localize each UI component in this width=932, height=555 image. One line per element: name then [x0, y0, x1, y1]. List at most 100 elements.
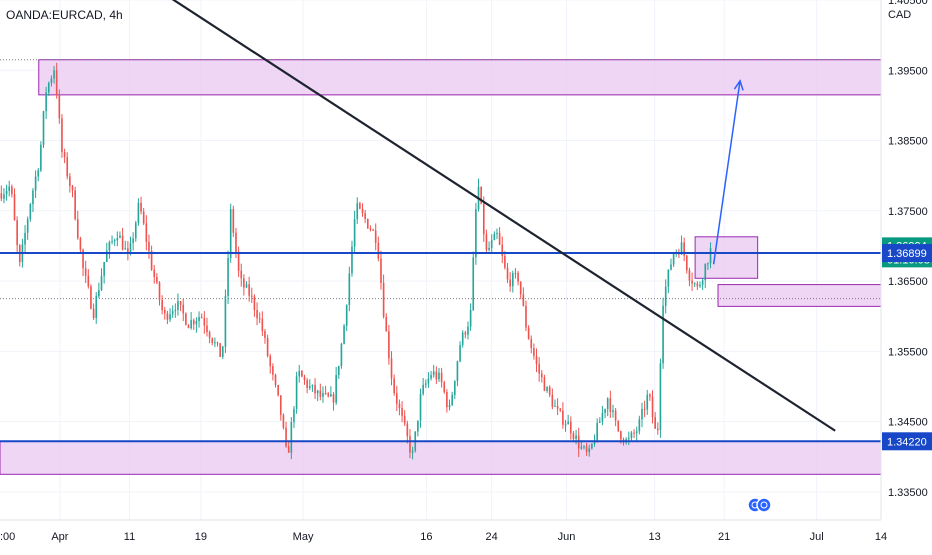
candle-body — [216, 342, 219, 344]
candle-body — [572, 433, 575, 439]
candle-body — [116, 237, 119, 241]
candle-body — [654, 417, 656, 429]
candle-body — [145, 223, 148, 242]
candle-body — [272, 366, 274, 375]
candle-body — [169, 314, 171, 320]
trendline — [171, 0, 836, 432]
candle-body — [8, 186, 11, 192]
candle-body — [643, 408, 646, 410]
candle-body — [316, 390, 319, 394]
level-low-badge-label: 1.34220 — [887, 436, 927, 448]
candle-body — [214, 342, 216, 344]
candle-body — [353, 219, 356, 247]
projection-arrow — [712, 80, 741, 265]
candle-body — [372, 229, 374, 231]
event-icon — [756, 497, 772, 513]
candle-body — [635, 431, 638, 434]
candle-body — [250, 295, 253, 297]
candle-body — [351, 246, 353, 274]
candle-body — [103, 261, 105, 276]
candle-body — [45, 92, 47, 112]
candle-body — [237, 251, 240, 271]
candle-body — [366, 218, 369, 229]
candle-body — [693, 283, 696, 285]
candle-body — [530, 339, 533, 349]
y-tick-label: 1.38500 — [888, 136, 928, 148]
candle-body — [153, 269, 156, 278]
candle-body — [580, 446, 583, 449]
candle-body — [319, 390, 322, 397]
candle-body — [575, 435, 577, 439]
candle-body — [335, 375, 337, 403]
candle-body — [546, 387, 548, 391]
candle-body — [61, 118, 63, 153]
candle-body — [432, 371, 435, 376]
candle-body — [253, 296, 256, 311]
candle-body — [540, 373, 543, 378]
candle-body — [604, 409, 606, 413]
candle-body — [111, 241, 113, 243]
candle-body — [16, 220, 18, 246]
candle-body — [229, 209, 232, 258]
candle-body — [498, 232, 501, 245]
candle-body — [667, 269, 670, 287]
candle-body — [132, 238, 134, 244]
candle-body — [430, 375, 432, 379]
candle-body — [174, 309, 177, 311]
candle-body — [232, 209, 235, 233]
candle-body — [564, 424, 567, 426]
x-tick-label: 21 — [718, 531, 730, 543]
candle-body — [92, 308, 95, 319]
candle-body — [527, 327, 530, 340]
candle-body — [424, 383, 427, 385]
candle-body — [200, 317, 203, 319]
candle-body — [224, 295, 227, 347]
y-tick-label: 1.34500 — [888, 417, 928, 429]
candle-body — [688, 270, 691, 281]
candle-body — [269, 355, 272, 367]
candle-body — [472, 257, 475, 310]
candle-body — [443, 382, 446, 393]
candle-body — [69, 176, 71, 186]
candle-body — [361, 208, 364, 214]
candle-body — [134, 222, 137, 239]
candle-body — [84, 268, 87, 276]
candle-body — [203, 317, 206, 326]
candle-body — [451, 395, 453, 406]
candle-body — [382, 282, 385, 317]
candle-body — [393, 378, 395, 394]
candle-body — [245, 284, 248, 288]
candle-body — [187, 324, 190, 329]
y-tick-label: 1.33500 — [888, 487, 928, 499]
candle-body — [195, 321, 198, 325]
candle-body — [699, 284, 701, 287]
candle-body — [519, 281, 522, 295]
candle-body — [293, 408, 295, 423]
candle-body — [380, 258, 382, 283]
candle-body — [388, 331, 390, 359]
candle-body — [127, 248, 129, 252]
candle-body — [42, 111, 45, 145]
candle-body — [87, 275, 90, 287]
y-tick-label: 1.35500 — [888, 346, 928, 358]
candle-body — [311, 384, 314, 387]
candle-body — [559, 408, 562, 411]
candle-body — [620, 431, 622, 440]
candle-body — [701, 280, 704, 285]
candle-body — [593, 441, 596, 444]
x-tick-label: Jul — [810, 531, 824, 543]
candle-body — [206, 325, 208, 333]
candle-body — [308, 386, 311, 389]
candle-body — [314, 384, 316, 394]
candle-body — [696, 283, 699, 287]
candle-body — [596, 422, 598, 442]
candle-body — [633, 432, 635, 434]
level-low-badge — [882, 432, 932, 451]
candle-body — [171, 310, 174, 315]
symbol-title: OANDA:EURCAD, 4h — [6, 8, 123, 22]
candle-body — [638, 419, 641, 432]
candle-body — [562, 410, 564, 425]
candle-body — [417, 420, 419, 432]
